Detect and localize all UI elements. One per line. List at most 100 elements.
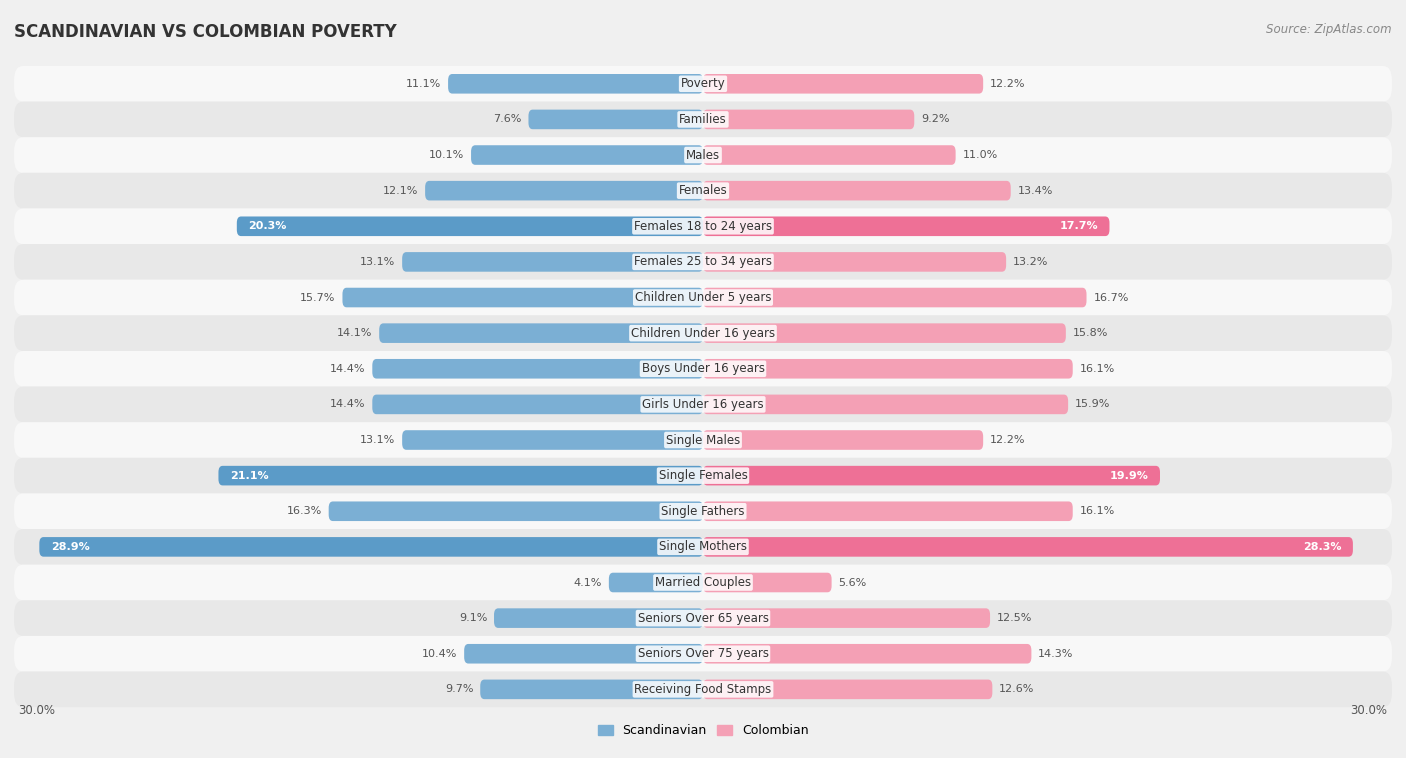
Text: 14.1%: 14.1% [337, 328, 373, 338]
Text: 12.5%: 12.5% [997, 613, 1032, 623]
Text: 9.2%: 9.2% [921, 114, 949, 124]
FancyBboxPatch shape [14, 137, 1392, 173]
FancyBboxPatch shape [14, 565, 1392, 600]
FancyBboxPatch shape [236, 217, 703, 236]
FancyBboxPatch shape [14, 636, 1392, 672]
FancyBboxPatch shape [373, 359, 703, 378]
Text: 16.1%: 16.1% [1080, 506, 1115, 516]
Text: 13.1%: 13.1% [360, 435, 395, 445]
Text: Females 25 to 34 years: Females 25 to 34 years [634, 255, 772, 268]
FancyBboxPatch shape [14, 173, 1392, 208]
FancyBboxPatch shape [14, 422, 1392, 458]
Text: 14.4%: 14.4% [330, 364, 366, 374]
Text: 16.7%: 16.7% [1094, 293, 1129, 302]
FancyBboxPatch shape [703, 502, 1073, 521]
Text: 12.2%: 12.2% [990, 435, 1025, 445]
Text: 7.6%: 7.6% [494, 114, 522, 124]
FancyBboxPatch shape [14, 387, 1392, 422]
Text: Single Males: Single Males [666, 434, 740, 446]
Legend: Scandinavian, Colombian: Scandinavian, Colombian [592, 719, 814, 742]
Text: 12.2%: 12.2% [990, 79, 1025, 89]
FancyBboxPatch shape [464, 644, 703, 663]
Text: Males: Males [686, 149, 720, 161]
Text: Single Mothers: Single Mothers [659, 540, 747, 553]
FancyBboxPatch shape [703, 110, 914, 129]
Text: 11.0%: 11.0% [963, 150, 998, 160]
FancyBboxPatch shape [14, 315, 1392, 351]
Text: Seniors Over 75 years: Seniors Over 75 years [637, 647, 769, 660]
Text: Families: Families [679, 113, 727, 126]
Text: 20.3%: 20.3% [249, 221, 287, 231]
Text: 13.4%: 13.4% [1018, 186, 1053, 196]
FancyBboxPatch shape [402, 252, 703, 271]
FancyBboxPatch shape [14, 351, 1392, 387]
Text: Seniors Over 65 years: Seniors Over 65 years [637, 612, 769, 625]
FancyBboxPatch shape [14, 672, 1392, 707]
Text: Boys Under 16 years: Boys Under 16 years [641, 362, 765, 375]
Text: 28.3%: 28.3% [1303, 542, 1341, 552]
Text: Children Under 5 years: Children Under 5 years [634, 291, 772, 304]
Text: SCANDINAVIAN VS COLOMBIAN POVERTY: SCANDINAVIAN VS COLOMBIAN POVERTY [14, 23, 396, 41]
FancyBboxPatch shape [380, 324, 703, 343]
FancyBboxPatch shape [14, 102, 1392, 137]
Text: Receiving Food Stamps: Receiving Food Stamps [634, 683, 772, 696]
FancyBboxPatch shape [703, 288, 1087, 307]
FancyBboxPatch shape [703, 324, 1066, 343]
Text: 10.1%: 10.1% [429, 150, 464, 160]
Text: 9.7%: 9.7% [444, 684, 474, 694]
Text: 15.8%: 15.8% [1073, 328, 1108, 338]
Text: 17.7%: 17.7% [1059, 221, 1098, 231]
FancyBboxPatch shape [14, 208, 1392, 244]
Text: 15.9%: 15.9% [1076, 399, 1111, 409]
FancyBboxPatch shape [14, 458, 1392, 493]
FancyBboxPatch shape [703, 644, 1032, 663]
Text: 13.2%: 13.2% [1012, 257, 1049, 267]
Text: Females 18 to 24 years: Females 18 to 24 years [634, 220, 772, 233]
Text: Girls Under 16 years: Girls Under 16 years [643, 398, 763, 411]
Text: 15.7%: 15.7% [301, 293, 336, 302]
Text: 28.9%: 28.9% [51, 542, 90, 552]
FancyBboxPatch shape [703, 359, 1073, 378]
FancyBboxPatch shape [703, 609, 990, 628]
FancyBboxPatch shape [425, 181, 703, 200]
FancyBboxPatch shape [703, 431, 983, 449]
Text: 16.3%: 16.3% [287, 506, 322, 516]
FancyBboxPatch shape [402, 431, 703, 449]
Text: 10.4%: 10.4% [422, 649, 457, 659]
FancyBboxPatch shape [373, 395, 703, 414]
Text: 12.6%: 12.6% [1000, 684, 1035, 694]
Text: 11.1%: 11.1% [406, 79, 441, 89]
Text: 21.1%: 21.1% [231, 471, 269, 481]
FancyBboxPatch shape [218, 466, 703, 485]
FancyBboxPatch shape [343, 288, 703, 307]
Text: 30.0%: 30.0% [1350, 703, 1388, 716]
Text: Children Under 16 years: Children Under 16 years [631, 327, 775, 340]
Text: Single Fathers: Single Fathers [661, 505, 745, 518]
Text: 12.1%: 12.1% [382, 186, 418, 196]
Text: Single Females: Single Females [658, 469, 748, 482]
FancyBboxPatch shape [703, 573, 831, 592]
FancyBboxPatch shape [481, 680, 703, 699]
FancyBboxPatch shape [703, 680, 993, 699]
FancyBboxPatch shape [449, 74, 703, 93]
Text: Source: ZipAtlas.com: Source: ZipAtlas.com [1267, 23, 1392, 36]
FancyBboxPatch shape [14, 600, 1392, 636]
FancyBboxPatch shape [529, 110, 703, 129]
Text: Poverty: Poverty [681, 77, 725, 90]
FancyBboxPatch shape [329, 502, 703, 521]
FancyBboxPatch shape [703, 395, 1069, 414]
FancyBboxPatch shape [39, 537, 703, 556]
Text: 19.9%: 19.9% [1109, 471, 1149, 481]
FancyBboxPatch shape [14, 280, 1392, 315]
Text: 13.1%: 13.1% [360, 257, 395, 267]
FancyBboxPatch shape [14, 244, 1392, 280]
Text: 14.3%: 14.3% [1038, 649, 1074, 659]
Text: 16.1%: 16.1% [1080, 364, 1115, 374]
FancyBboxPatch shape [703, 146, 956, 164]
Text: Married Couples: Married Couples [655, 576, 751, 589]
FancyBboxPatch shape [703, 537, 1353, 556]
FancyBboxPatch shape [609, 573, 703, 592]
Text: 30.0%: 30.0% [18, 703, 56, 716]
FancyBboxPatch shape [471, 146, 703, 164]
Text: 14.4%: 14.4% [330, 399, 366, 409]
